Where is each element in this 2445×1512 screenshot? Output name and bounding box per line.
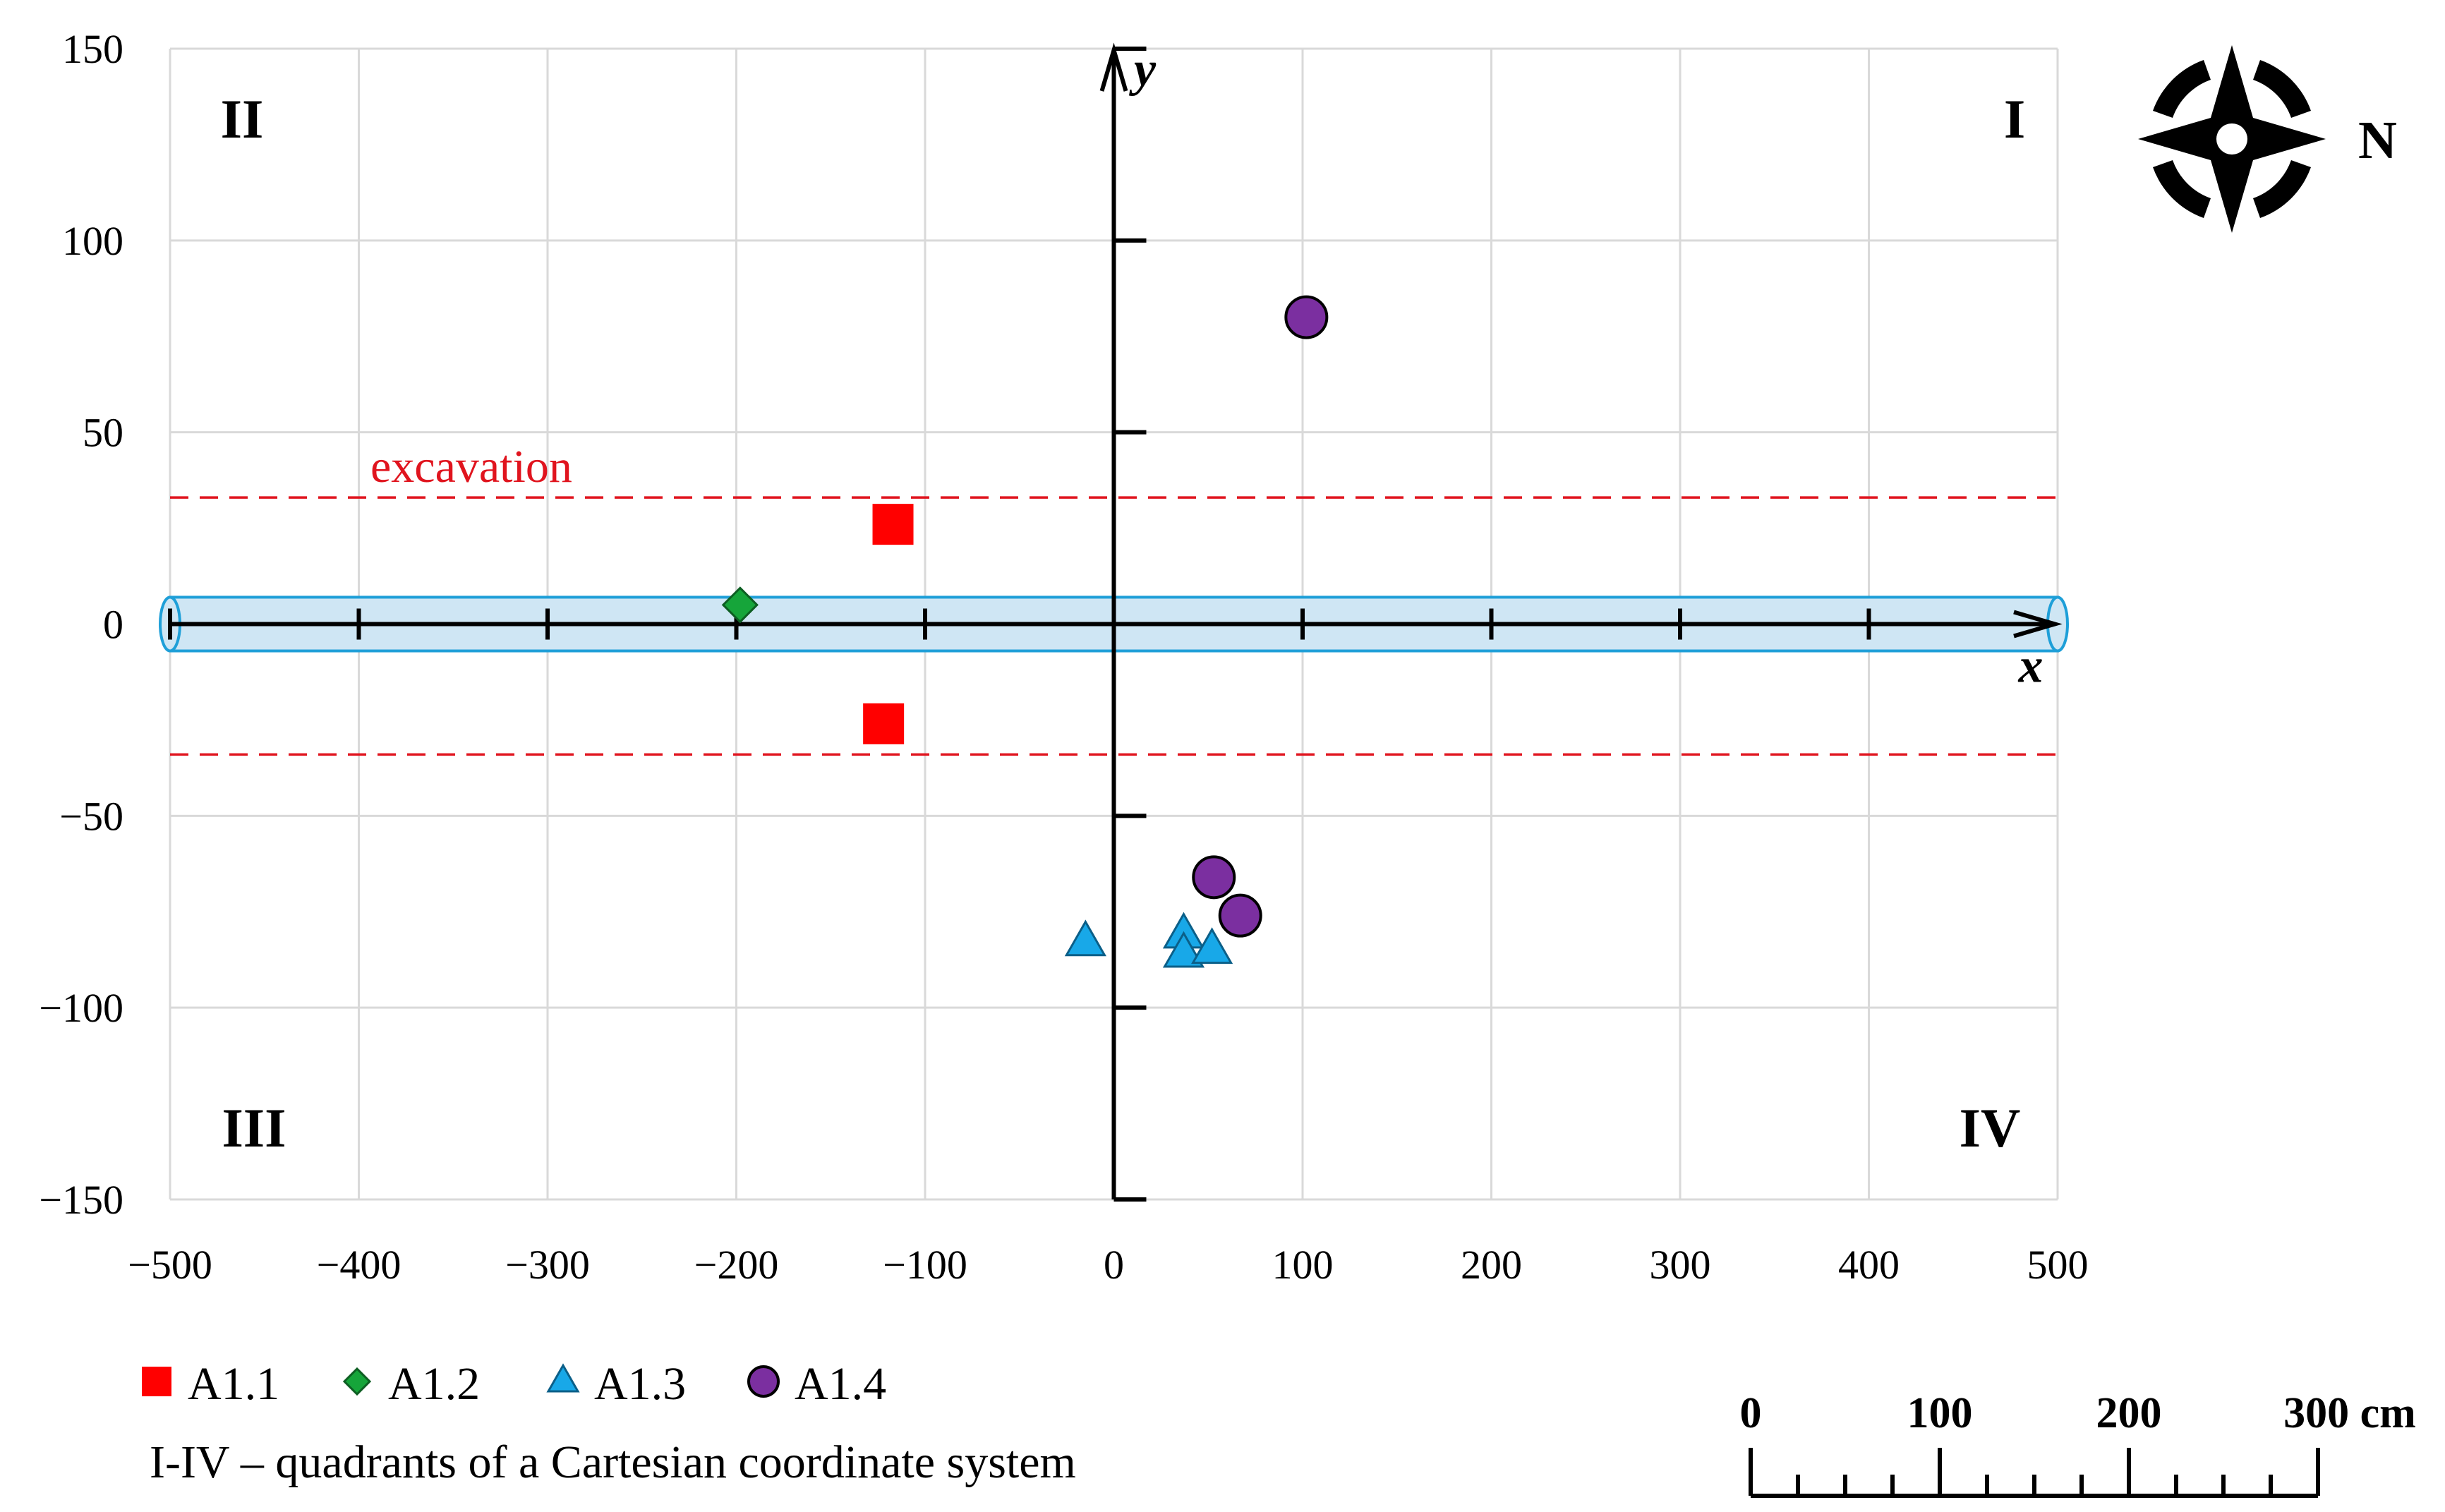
legend-label-A1-4: A1.4 [795,1358,886,1410]
quadrant-label-I: I [2004,88,2025,150]
compass-icon [2138,45,2326,233]
x-tick-label: 500 [2027,1242,2089,1288]
quadrant-label-III: III [222,1097,286,1159]
x-tick-label: 200 [1461,1242,1522,1288]
x-tick-label: −500 [128,1242,212,1288]
y-tick-label: 150 [62,26,123,72]
point-A1-4 [1218,893,1262,938]
scale-bar-label: 300 cm [2283,1389,2416,1437]
legend-note: I-IV – quadrants of a Cartesian coordina… [150,1437,1076,1488]
y-axis-label: y [1129,42,1157,97]
y-tick-label: −100 [39,985,123,1031]
legend-label-A1-2: A1.2 [388,1358,480,1410]
point-A1-4 [1284,295,1329,339]
x-tick-label: 300 [1650,1242,1711,1288]
y-tick-label: −50 [59,793,123,839]
point-A1-3 [1191,927,1233,964]
x-tick-label: 100 [1272,1242,1334,1288]
scale-bar-label: 200 [2096,1389,2162,1437]
excavation-lines: excavation [170,441,2058,756]
data-points [721,295,1329,968]
point-A1-1 [872,504,914,545]
quadrant-label-IV: IV [1960,1097,2021,1159]
quadrant-label-II: II [221,88,264,150]
y-tick-label: 50 [83,410,123,456]
legend-marker-A1-1 [142,1367,171,1396]
x-tick-label: −200 [694,1242,779,1288]
x-tick-label: −400 [317,1242,402,1288]
legend-label-A1-1: A1.1 [188,1358,279,1410]
point-A1-3 [1064,919,1106,957]
excavation-label: excavation [370,441,572,492]
axes: xy [168,42,2063,1202]
scale-bar-label: 100 [1907,1389,1973,1437]
north-label: N [2358,111,2397,170]
y-tick-label: 0 [103,602,123,648]
legend-marker-A1-2 [342,1367,372,1396]
x-tick-label: −100 [883,1242,967,1288]
point-A1-3 [1162,931,1205,968]
legend: A1.1 A1.2 A1.3 A1.4 I-IV – quadrants of a Ca… [142,1358,1076,1488]
point-A1-2 [721,586,759,624]
legend-marker-A1-4 [747,1365,780,1398]
y-tick-label: 100 [62,218,123,264]
x-axis-label: x [2018,639,2043,694]
point-A1-4 [1192,855,1236,900]
x-tick-label: 400 [1838,1242,1900,1288]
point-A1-1 [863,703,905,744]
x-tick-label: 0 [1104,1242,1124,1288]
tick-labels: −500 −400 −300 −200 −100 0 100 200 300 400 5001501… [39,26,2088,1288]
scale-bar-label: 0 [1740,1389,1762,1437]
x-axis-arrow [2013,610,2063,639]
scale-bar: 0 100 200 300 cm [1740,1389,2416,1498]
x-tick-label: −300 [505,1242,590,1288]
legend-marker-A1-3 [546,1363,580,1393]
y-tick-label: −150 [39,1177,123,1223]
legend-label-A1-3: A1.3 [594,1358,686,1410]
